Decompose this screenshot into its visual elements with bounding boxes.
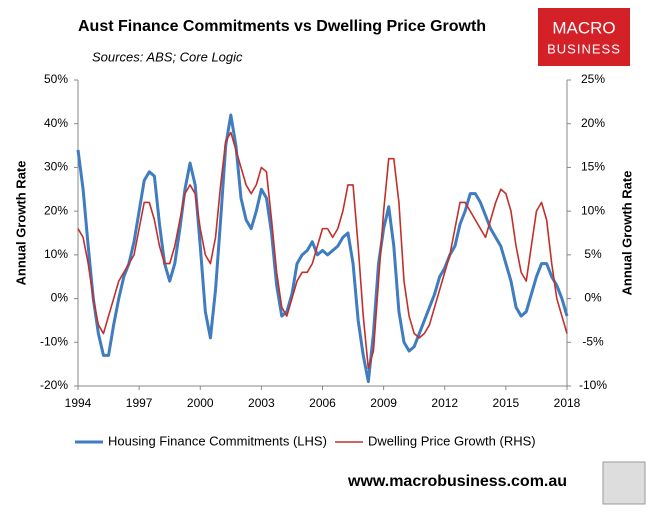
y-tick-label: 0%	[51, 291, 69, 305]
y-axis-label: Annual Growth Rate	[13, 161, 28, 286]
chart-title: Aust Finance Commitments vs Dwelling Pri…	[78, 18, 486, 35]
series-line	[76, 113, 569, 384]
logo-text: BUSINESS	[547, 41, 621, 56]
x-tick-label: 1997	[126, 396, 153, 410]
chart-subtitle: Sources: ABS; Core Logic	[92, 49, 243, 64]
y-tick-label: 50%	[44, 72, 68, 86]
y2-tick-label: 0%	[584, 291, 602, 305]
x-tick-label: 1994	[65, 396, 92, 410]
logo-image	[602, 461, 646, 505]
y2-tick-label: 15%	[581, 160, 605, 174]
x-tick-label: 2003	[248, 396, 275, 410]
y-tick-label: 10%	[44, 247, 68, 261]
legend-label: Dwelling Price Growth (RHS)	[368, 433, 536, 448]
x-tick-label: 2018	[554, 396, 581, 410]
logo-text: MACRO	[552, 18, 615, 37]
y-tick-label: 40%	[44, 116, 68, 130]
x-tick-label: 2012	[431, 396, 458, 410]
y2-tick-label: 25%	[581, 72, 605, 86]
y-tick-label: 20%	[44, 203, 68, 217]
y2-tick-label: -5%	[582, 334, 604, 348]
y2-tick-label: 20%	[581, 116, 605, 130]
legend-label: Housing Finance Commitments (LHS)	[108, 433, 327, 448]
y-tick-label: -20%	[40, 378, 68, 392]
x-tick-label: 2015	[493, 396, 520, 410]
logo-box	[538, 8, 630, 66]
x-tick-label: 2000	[187, 396, 214, 410]
footer-url: www.macrobusiness.com.au	[347, 473, 567, 490]
y2-tick-label: 10%	[581, 203, 605, 217]
y-tick-label: 30%	[44, 160, 68, 174]
x-tick-label: 2009	[370, 396, 397, 410]
series-line	[77, 131, 568, 370]
y2-tick-label: 5%	[584, 247, 602, 261]
y2-tick-label: -10%	[579, 378, 607, 392]
x-tick-label: 2006	[309, 396, 336, 410]
y-tick-label: -10%	[40, 334, 68, 348]
y2-axis-label: Annual Growth Rate	[619, 171, 634, 296]
